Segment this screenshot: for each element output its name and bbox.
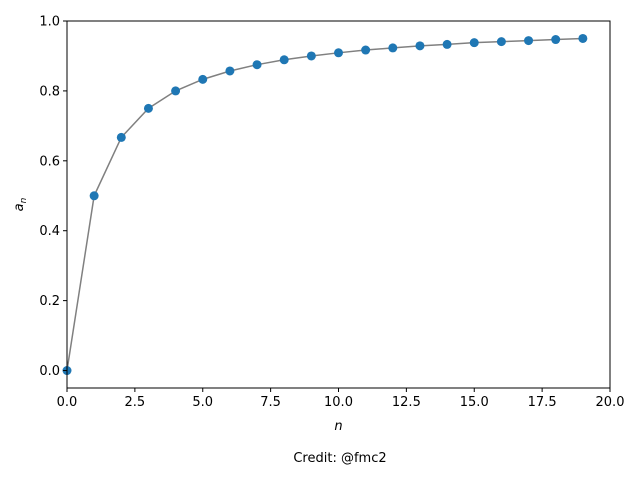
data-point [143,103,153,113]
x-tick-label: 0.0 [57,395,78,410]
x-tick-label: 12.5 [392,395,421,410]
data-point [306,51,316,61]
x-tick-label: 20.0 [596,395,625,410]
plot-frame [66,20,611,389]
data-point [225,66,235,76]
data-point [334,48,343,58]
y-tick-label: 0.2 [39,294,60,309]
y-axis-label: an [12,197,29,211]
data-point [388,43,398,53]
x-tick-label: 15.0 [460,395,489,410]
x-tick-label: 10.0 [324,395,353,410]
data-point [524,36,534,46]
data-point [116,132,126,142]
y-tick-label: 0.8 [39,84,60,99]
y-axis-ticks: 0.0 0.2 0.4 0.6 0.8 1.0 [39,15,67,379]
x-axis-label: n [334,419,342,434]
y-tick-label: 0.4 [39,224,60,239]
y-tick-label: 0.0 [39,364,60,379]
y-tick-label: 0.6 [39,154,60,169]
x-tick-label: 5.0 [192,395,213,410]
data-point [496,37,506,47]
data-point [89,191,99,201]
data-point [361,45,371,55]
x-tick-label: 17.5 [528,395,557,410]
series-layer [62,33,588,376]
data-point [252,60,262,70]
data-point [279,55,289,65]
x-tick-label: 2.5 [125,395,146,410]
x-tick-label: 7.5 [260,395,281,410]
x-axis-ticks: 0.0 2.5 5.0 7.5 10.0 12.5 15.0 17.5 20.0 [57,388,625,410]
y-axis-label-subscript: n [19,197,29,203]
data-point [578,33,588,43]
data-point [415,41,425,51]
credit-text: Credit: @fmc2 [293,451,386,466]
data-point [171,86,181,96]
series-line [66,37,583,371]
data-point [442,39,452,49]
data-point [469,38,479,48]
data-point [198,74,208,84]
y-tick-label: 1.0 [39,15,60,30]
data-point [551,35,561,45]
